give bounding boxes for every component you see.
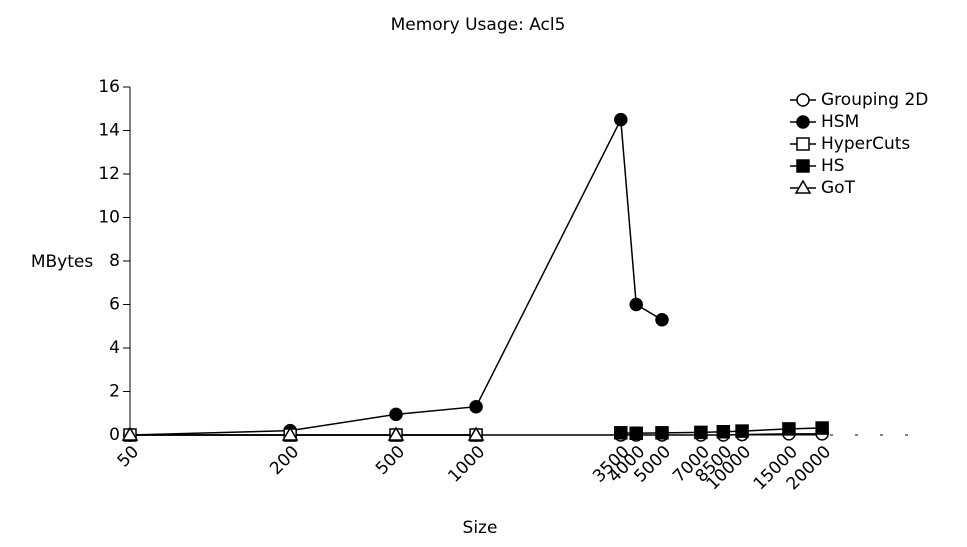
marker [735, 424, 749, 438]
y-tick-label: 14 [98, 121, 120, 141]
legend-marker [796, 93, 810, 107]
x-axis-label: Size [463, 518, 498, 538]
x-tick-label: 500 [372, 442, 409, 479]
marker [629, 297, 643, 312]
marker [387, 426, 405, 441]
x-tick-label: 200 [266, 442, 303, 479]
marker [629, 426, 643, 441]
x-tick-label: 1000 [444, 442, 489, 487]
marker [694, 425, 708, 440]
marker [716, 424, 731, 439]
y-tick-label: 0 [109, 425, 120, 445]
y-tick-label: 12 [98, 164, 120, 184]
marker [121, 426, 139, 441]
legend-label: Grouping 2D [821, 90, 928, 110]
legend-marker [796, 159, 810, 173]
y-tick-label: 2 [109, 382, 120, 402]
legend-label: HyperCuts [821, 134, 910, 154]
marker [782, 422, 796, 436]
legend-marker [796, 115, 810, 129]
x-tick-label: 50 [114, 442, 143, 471]
marker [467, 426, 485, 441]
y-axis-label: MBytes [31, 252, 94, 272]
legend-marker [794, 179, 812, 194]
marker [614, 112, 628, 127]
marker [655, 426, 669, 440]
marker [389, 407, 403, 422]
y-tick-label: 6 [109, 295, 120, 315]
y-tick-label: 10 [98, 208, 120, 228]
legend-label: HS [821, 156, 845, 176]
marker [281, 426, 299, 441]
y-tick-label: 16 [98, 77, 120, 97]
marker [815, 421, 829, 435]
legend-label: GoT [821, 178, 856, 198]
marker [655, 312, 669, 327]
marker [614, 426, 628, 440]
chart-title: Memory Usage: Acl5 [391, 15, 566, 35]
y-tick-label: 8 [109, 251, 120, 271]
legend-marker [796, 137, 810, 151]
legend-label: HSM [821, 112, 859, 132]
series-line [129, 116, 663, 436]
y-tick-label: 4 [109, 338, 120, 358]
marker [469, 399, 483, 414]
